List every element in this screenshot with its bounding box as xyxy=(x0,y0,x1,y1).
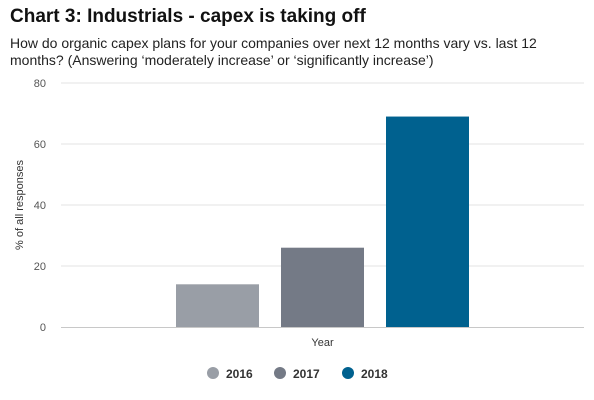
bar-2018[interactable] xyxy=(386,116,469,327)
legend-marker-2016 xyxy=(207,367,219,379)
chart-subtitle: How do organic capex plans for your comp… xyxy=(10,35,537,68)
legend: 2016 2017 2018 xyxy=(207,367,388,381)
y-axis-ticks: 0 20 40 60 80 xyxy=(34,78,46,334)
x-axis-title: Year xyxy=(311,337,334,349)
gridlines xyxy=(61,82,584,267)
bar-2017[interactable] xyxy=(281,247,364,327)
bar-2016[interactable] xyxy=(176,284,259,327)
legend-marker-2017 xyxy=(274,367,286,379)
legend-label-2018[interactable]: 2018 xyxy=(361,367,388,381)
y-tick-label: 20 xyxy=(34,261,46,273)
bars xyxy=(176,116,469,327)
y-tick-label: 0 xyxy=(40,322,46,334)
legend-marker-2018 xyxy=(342,367,354,379)
y-tick-label: 40 xyxy=(34,200,46,212)
chart-title: Chart 3: Industrials - capex is taking o… xyxy=(10,6,366,27)
y-axis-title: % of all responses xyxy=(14,160,26,250)
y-tick-label: 80 xyxy=(34,78,46,90)
legend-label-2017[interactable]: 2017 xyxy=(293,367,320,381)
legend-label-2016[interactable]: 2016 xyxy=(226,367,253,381)
y-tick-label: 60 xyxy=(34,139,46,151)
